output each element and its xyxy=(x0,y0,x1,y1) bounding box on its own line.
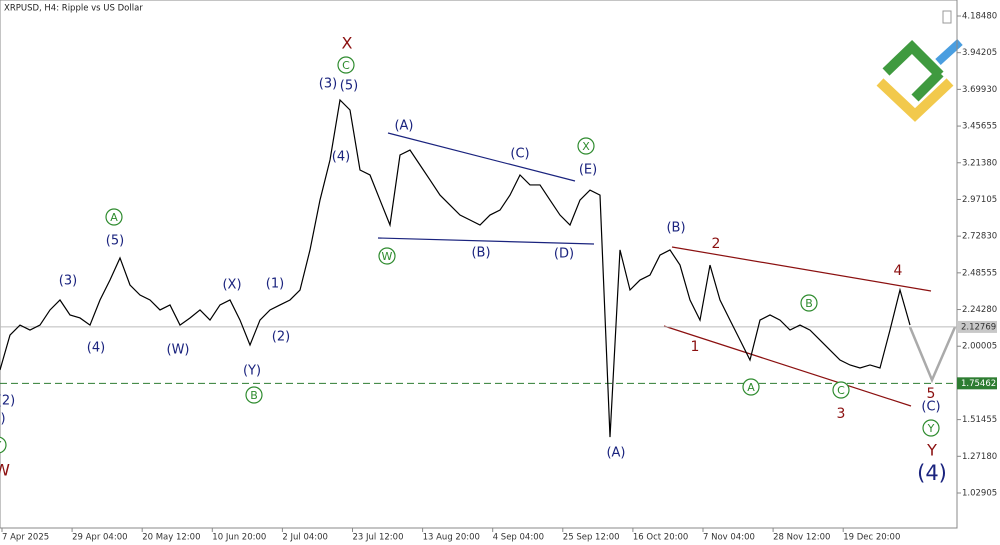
y-tick-label: 4.18480 xyxy=(962,11,997,21)
x-tick-label: 20 May 12:00 xyxy=(142,533,200,543)
x-tick-label: 13 Aug 20:00 xyxy=(423,533,480,543)
wave-label: (5) xyxy=(106,234,124,249)
wave-label: W xyxy=(0,461,10,480)
wave-label: 2 xyxy=(712,236,721,252)
wave-circle xyxy=(378,247,396,265)
y-tick-label: 2.48555 xyxy=(962,268,997,278)
wave-label: W xyxy=(382,250,393,263)
wave-label: X xyxy=(342,34,353,53)
x-tick-label: 16 Oct 20:00 xyxy=(633,533,688,543)
x-tick-label: 7 Nov 04:00 xyxy=(703,533,755,543)
wave-label: (B) xyxy=(666,221,685,236)
wave-circle xyxy=(922,419,940,437)
wave-label: (C) xyxy=(921,400,940,415)
y-tick-label: 1.02905 xyxy=(962,489,997,499)
wave-circle xyxy=(800,294,818,312)
wave-label: (2) xyxy=(272,330,290,345)
wave-label: Y xyxy=(927,422,935,435)
wave-label: B xyxy=(250,389,258,402)
wave-circle xyxy=(0,436,7,454)
logo xyxy=(876,39,963,122)
wave-label: Y xyxy=(0,439,2,452)
projection xyxy=(908,326,957,384)
y-tick-label: 2.72830 xyxy=(962,232,997,242)
wave-label: X xyxy=(582,140,590,153)
wave-label: (B) xyxy=(471,246,490,261)
y-tick-label: 1.51455 xyxy=(962,415,997,425)
x-tick-label: 25 Sep 12:00 xyxy=(563,533,620,543)
y-tick-label: 2.24280 xyxy=(962,305,997,315)
wave-circle xyxy=(742,378,760,396)
wave-label: (W) xyxy=(167,343,190,358)
plot-frame xyxy=(0,0,958,529)
x-tick-label: 28 Nov 12:00 xyxy=(773,533,830,543)
wave-label: A xyxy=(747,381,755,394)
wave-circle xyxy=(105,208,123,226)
wave-label: C xyxy=(837,384,845,397)
y-tick-label: 3.69930 xyxy=(962,85,997,95)
x-tick-label: 29 Apr 04:00 xyxy=(72,533,127,543)
trend-line xyxy=(377,237,595,245)
current-price-label: 2.12769 xyxy=(961,322,996,332)
wave-label: (D) xyxy=(554,247,574,262)
y-tick-label: 3.21380 xyxy=(962,158,997,168)
wave-circle xyxy=(337,56,355,74)
wave-label: (E) xyxy=(579,163,597,178)
wave-label: (C) xyxy=(510,147,529,162)
wave-label: 4 xyxy=(894,263,903,279)
wave-label: (4) xyxy=(332,150,350,165)
wave-label: (2) xyxy=(0,394,15,409)
wave-label: (1) xyxy=(266,277,284,292)
wave-label: (4) xyxy=(87,341,105,356)
wave-label: 1 xyxy=(691,339,700,355)
scroll-icon xyxy=(942,10,952,24)
wave-label: 3 xyxy=(837,406,846,422)
wave-label: (3) xyxy=(59,274,77,289)
y-tick-label: 2.00005 xyxy=(962,342,997,352)
wave-label: (A) xyxy=(606,446,625,461)
wave-label: (A) xyxy=(394,119,413,134)
x-tick-label: 19 Dec 20:00 xyxy=(843,533,900,543)
wave-label: C xyxy=(342,59,350,72)
x-tick-label: 23 Jul 12:00 xyxy=(353,533,404,543)
wave-label: (3) xyxy=(319,77,337,92)
x-tick-label: 2 Jul 04:00 xyxy=(282,533,328,543)
level-label: 1.75462 xyxy=(961,379,996,389)
y-tick-label: 2.97105 xyxy=(962,195,997,205)
wave-label: B xyxy=(805,297,813,310)
wave-label: (X) xyxy=(222,278,241,293)
trend-line xyxy=(671,246,932,292)
wave-label: (4) xyxy=(917,461,947,485)
wave-label: (5) xyxy=(340,79,358,94)
price-label-box xyxy=(957,320,997,333)
wave-label: 5 xyxy=(927,386,936,402)
wave-circle xyxy=(832,381,850,399)
x-tick-label: 7 Apr 2025 xyxy=(2,533,49,543)
price-line xyxy=(0,98,911,438)
wave-label: (C) xyxy=(0,412,6,427)
chart-title: XRPUSD, H4: Ripple vs US Dollar xyxy=(4,4,143,14)
wave-label: (Y) xyxy=(243,364,261,379)
wave-circle xyxy=(577,137,595,155)
wave-label: Y xyxy=(926,441,937,460)
trend-line xyxy=(663,325,912,407)
x-tick-label: 4 Sep 04:00 xyxy=(493,533,544,543)
y-tick-label: 3.45655 xyxy=(962,122,997,132)
x-tick-label: 10 Jun 20:00 xyxy=(212,533,266,543)
trend-line xyxy=(387,132,576,182)
wave-label: A xyxy=(110,211,118,224)
y-tick-label: 3.94205 xyxy=(962,48,997,58)
level-label-box xyxy=(957,377,997,390)
y-tick-label: 1.27180 xyxy=(962,452,997,462)
wave-circle xyxy=(245,386,263,404)
